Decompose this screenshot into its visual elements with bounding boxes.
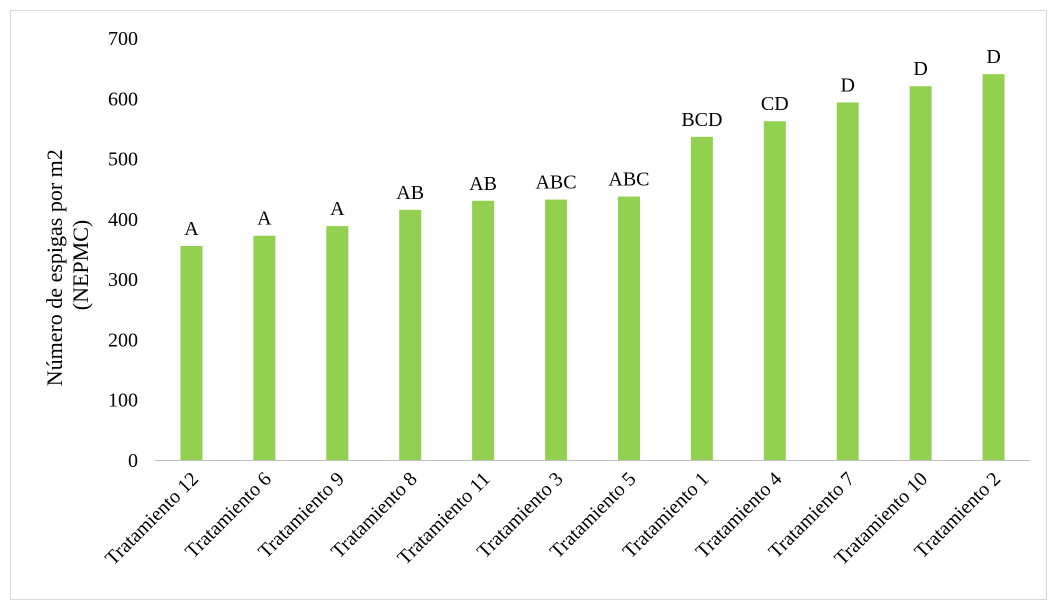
bar	[545, 199, 568, 460]
significance-letter: ABC	[608, 169, 649, 191]
significance-letter: AB	[396, 182, 424, 204]
bar	[326, 226, 349, 460]
significance-letter: D	[840, 75, 854, 97]
bar	[472, 200, 495, 460]
y-tick-label: 300	[108, 269, 138, 291]
significance-letter: AB	[469, 173, 497, 195]
significance-letter: BCD	[681, 109, 722, 131]
bar	[690, 136, 713, 460]
y-tick-label: 400	[108, 209, 138, 231]
bar	[909, 86, 932, 460]
significance-letter: A	[330, 198, 345, 220]
y-tick-label: 600	[108, 88, 138, 110]
significance-letter: A	[184, 218, 199, 240]
bar	[617, 196, 640, 460]
bar	[253, 235, 276, 460]
bar	[399, 209, 422, 460]
y-tick-label: 100	[108, 390, 138, 412]
y-axis-ticks: 0 100 200 300 400 500 600 700	[108, 28, 138, 472]
significance-letters: A A A AB AB ABC ABC BCD CD D D D	[184, 46, 1001, 240]
bar	[836, 102, 859, 461]
bar	[982, 74, 1005, 461]
significance-letter: D	[986, 46, 1000, 68]
y-axis-label: Número de espigas por m2 (NEPMC)	[42, 144, 93, 387]
significance-letter: ABC	[535, 172, 576, 194]
y-tick-label: 200	[108, 329, 138, 351]
bar	[763, 121, 786, 461]
significance-letter: CD	[761, 93, 789, 115]
y-tick-label: 500	[108, 149, 138, 171]
bars	[180, 74, 1005, 461]
y-tick-label: 700	[108, 28, 138, 50]
y-tick-label: 0	[128, 450, 138, 472]
significance-letter: A	[257, 208, 272, 230]
bar	[180, 245, 203, 460]
significance-letter: D	[913, 58, 927, 80]
